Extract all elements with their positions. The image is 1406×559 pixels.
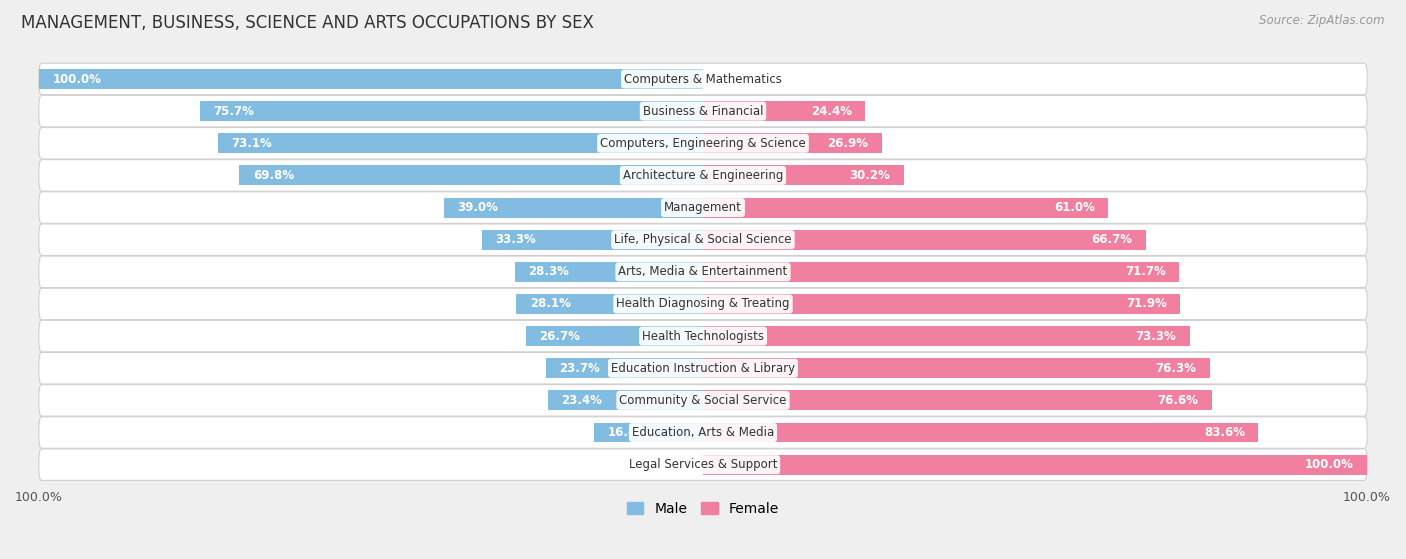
FancyBboxPatch shape bbox=[39, 160, 1367, 191]
FancyBboxPatch shape bbox=[39, 96, 1367, 127]
Text: 69.8%: 69.8% bbox=[253, 169, 294, 182]
Text: Health Technologists: Health Technologists bbox=[643, 330, 763, 343]
Text: 76.6%: 76.6% bbox=[1157, 394, 1198, 407]
Text: 28.3%: 28.3% bbox=[529, 266, 569, 278]
Text: 71.7%: 71.7% bbox=[1125, 266, 1166, 278]
Text: 24.4%: 24.4% bbox=[811, 105, 852, 117]
Text: 0.0%: 0.0% bbox=[664, 73, 693, 86]
FancyBboxPatch shape bbox=[39, 320, 1367, 352]
Text: 100.0%: 100.0% bbox=[1305, 458, 1354, 471]
Text: Management: Management bbox=[664, 201, 742, 214]
Text: 26.7%: 26.7% bbox=[538, 330, 579, 343]
FancyBboxPatch shape bbox=[39, 63, 1367, 94]
Bar bbox=[703, 390, 1212, 410]
Text: 61.0%: 61.0% bbox=[1054, 201, 1095, 214]
Bar bbox=[547, 390, 703, 410]
FancyBboxPatch shape bbox=[39, 192, 1367, 223]
Bar bbox=[546, 358, 703, 378]
Bar bbox=[516, 294, 703, 314]
FancyBboxPatch shape bbox=[39, 385, 1367, 416]
Bar bbox=[595, 423, 703, 443]
Text: 100.0%: 100.0% bbox=[52, 73, 101, 86]
FancyBboxPatch shape bbox=[39, 449, 1367, 480]
Text: Life, Physical & Social Science: Life, Physical & Social Science bbox=[614, 233, 792, 246]
FancyBboxPatch shape bbox=[39, 256, 1367, 287]
Text: 39.0%: 39.0% bbox=[457, 201, 498, 214]
Text: 30.2%: 30.2% bbox=[849, 169, 890, 182]
Bar bbox=[39, 69, 703, 89]
FancyBboxPatch shape bbox=[39, 353, 1367, 384]
Text: 75.7%: 75.7% bbox=[214, 105, 254, 117]
Text: 76.3%: 76.3% bbox=[1156, 362, 1197, 375]
Text: Computers & Mathematics: Computers & Mathematics bbox=[624, 73, 782, 86]
Text: Community & Social Service: Community & Social Service bbox=[619, 394, 787, 407]
Text: Source: ZipAtlas.com: Source: ZipAtlas.com bbox=[1260, 14, 1385, 27]
Text: 73.3%: 73.3% bbox=[1136, 330, 1177, 343]
Text: MANAGEMENT, BUSINESS, SCIENCE AND ARTS OCCUPATIONS BY SEX: MANAGEMENT, BUSINESS, SCIENCE AND ARTS O… bbox=[21, 14, 593, 32]
Legend: Male, Female: Male, Female bbox=[621, 496, 785, 521]
Bar bbox=[703, 230, 1146, 250]
Bar bbox=[703, 165, 904, 186]
Bar bbox=[703, 358, 1209, 378]
Text: Health Diagnosing & Treating: Health Diagnosing & Treating bbox=[616, 297, 790, 310]
Bar bbox=[444, 197, 703, 217]
Bar bbox=[703, 133, 882, 153]
Bar bbox=[526, 326, 703, 346]
Text: Arts, Media & Entertainment: Arts, Media & Entertainment bbox=[619, 266, 787, 278]
Text: 23.4%: 23.4% bbox=[561, 394, 602, 407]
Text: 0.0%: 0.0% bbox=[713, 458, 742, 471]
Text: 23.7%: 23.7% bbox=[560, 362, 599, 375]
Bar bbox=[515, 262, 703, 282]
Bar bbox=[239, 165, 703, 186]
Bar bbox=[703, 326, 1189, 346]
Text: Architecture & Engineering: Architecture & Engineering bbox=[623, 169, 783, 182]
Bar bbox=[703, 101, 865, 121]
Text: 73.1%: 73.1% bbox=[231, 137, 271, 150]
Text: Education, Arts & Media: Education, Arts & Media bbox=[631, 426, 775, 439]
Text: 26.9%: 26.9% bbox=[827, 137, 869, 150]
FancyBboxPatch shape bbox=[39, 224, 1367, 255]
Bar bbox=[703, 294, 1181, 314]
Bar bbox=[703, 197, 1108, 217]
FancyBboxPatch shape bbox=[39, 288, 1367, 320]
Text: 71.9%: 71.9% bbox=[1126, 297, 1167, 310]
Bar bbox=[218, 133, 703, 153]
Text: 28.1%: 28.1% bbox=[530, 297, 571, 310]
Bar bbox=[482, 230, 703, 250]
Text: 66.7%: 66.7% bbox=[1091, 233, 1133, 246]
Text: Computers, Engineering & Science: Computers, Engineering & Science bbox=[600, 137, 806, 150]
Text: Business & Financial: Business & Financial bbox=[643, 105, 763, 117]
Text: 33.3%: 33.3% bbox=[495, 233, 536, 246]
Bar bbox=[703, 454, 1367, 475]
Bar bbox=[200, 101, 703, 121]
FancyBboxPatch shape bbox=[39, 417, 1367, 448]
Text: Education Instruction & Library: Education Instruction & Library bbox=[612, 362, 794, 375]
Text: Legal Services & Support: Legal Services & Support bbox=[628, 458, 778, 471]
Text: 83.6%: 83.6% bbox=[1204, 426, 1244, 439]
Bar bbox=[703, 262, 1180, 282]
Bar bbox=[703, 423, 1258, 443]
Text: 16.4%: 16.4% bbox=[607, 426, 648, 439]
FancyBboxPatch shape bbox=[39, 127, 1367, 159]
